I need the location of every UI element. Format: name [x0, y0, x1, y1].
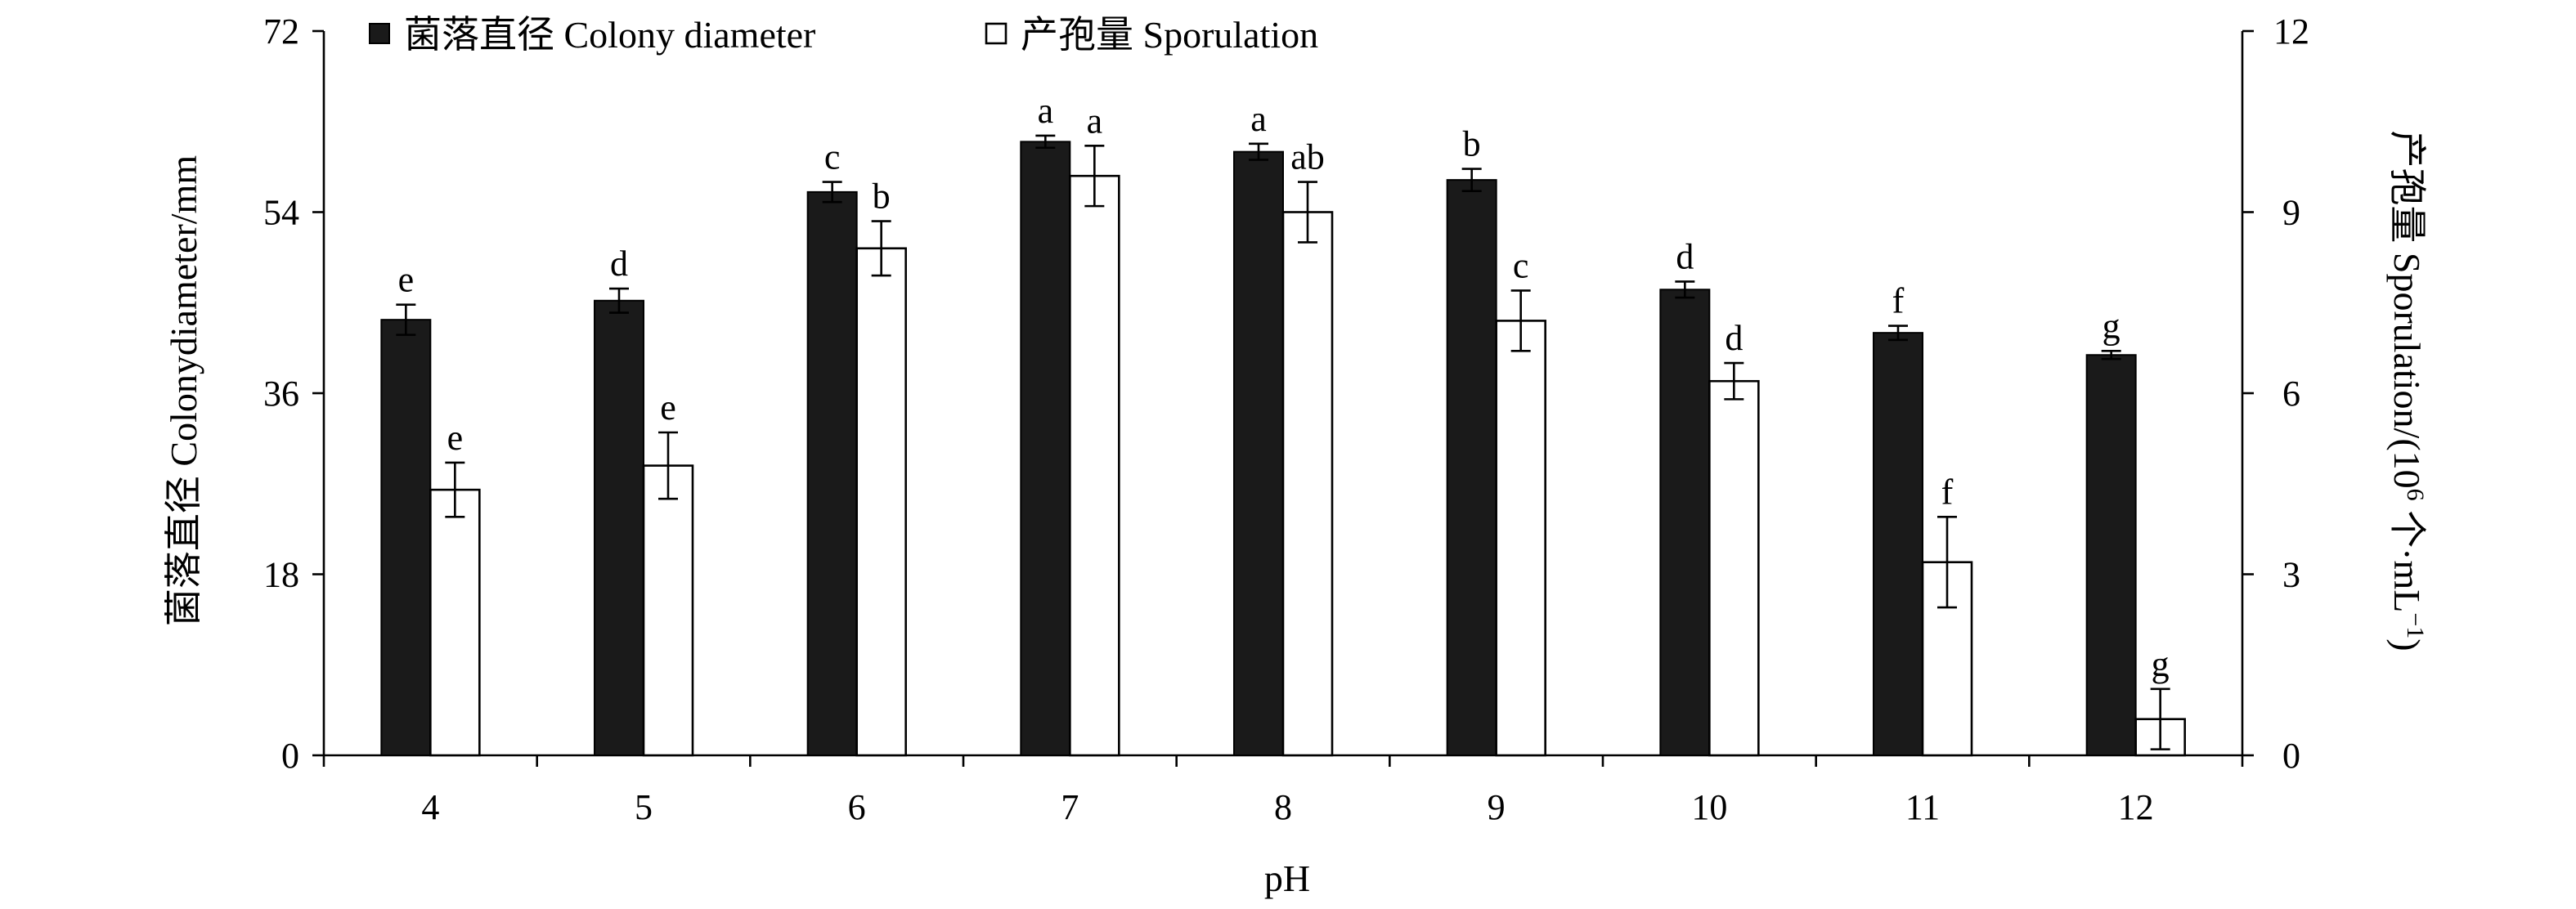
sig-label-colony-diameter: d — [1676, 236, 1694, 276]
sig-label-sporulation: d — [1725, 318, 1743, 358]
x-tick-label: 5 — [635, 787, 653, 827]
sig-label-colony-diameter: c — [824, 137, 841, 177]
y-right-tick-label: 12 — [2273, 11, 2309, 51]
y-axis-right-title-main: 产孢量 Sporulation/(10 — [2386, 130, 2428, 488]
bar-colony-diameter — [1233, 150, 1284, 756]
y-axis-right-title: 产孢量 Sporulation/(106 个·mL−1) — [2386, 130, 2430, 651]
sig-label-sporulation: e — [660, 387, 676, 428]
x-tick-label: 11 — [1905, 787, 1940, 827]
bar-sporulation — [1069, 174, 1120, 757]
bar-sporulation — [429, 488, 481, 757]
bar-sporulation — [642, 464, 694, 757]
sig-label-colony-diameter: e — [398, 260, 415, 300]
x-tick-label: 7 — [1061, 787, 1079, 827]
y-axis-right-title-unit-sup: −1 — [2403, 612, 2430, 638]
sig-label-sporulation: f — [1941, 472, 1954, 512]
legend-swatch-colony-diameter — [369, 23, 390, 44]
y-right-tick-label: 9 — [2282, 193, 2300, 233]
bar-colony-diameter — [1873, 332, 1923, 756]
bar-sporulation — [1708, 379, 1760, 757]
y-right-tick-label: 0 — [2282, 736, 2300, 776]
x-tick-label: 10 — [1691, 787, 1727, 827]
bar-colony-diameter — [1659, 289, 1711, 756]
sig-label-colony-diameter: a — [1038, 91, 1054, 131]
x-tick-label: 4 — [421, 787, 439, 827]
y-axis-left-title: 菌落直径 Colonydiameter/mm — [163, 155, 204, 626]
y-axis-right-title-unit: 个·mL — [2386, 501, 2428, 613]
x-tick-label: 9 — [1488, 787, 1506, 827]
sig-label-colony-diameter: b — [1463, 124, 1481, 164]
sig-label-sporulation: b — [873, 177, 891, 217]
bar-sporulation — [1281, 211, 1334, 757]
bar-colony-diameter — [1446, 179, 1497, 757]
sig-label-sporulation: g — [2152, 644, 2170, 684]
bar-colony-diameter — [380, 319, 432, 756]
bar-colony-diameter — [594, 299, 644, 756]
x-tick-label: 12 — [2118, 787, 2154, 827]
x-axis-title: pH — [1264, 858, 1310, 899]
y-left-tick-label: 0 — [281, 736, 299, 776]
y-right-tick-label: 3 — [2282, 555, 2300, 595]
y-axis-right-title-sup: 6 — [2403, 489, 2430, 501]
bar-sporulation — [1495, 320, 1546, 757]
bar-colony-diameter — [2085, 354, 2137, 756]
x-tick-label: 6 — [848, 787, 866, 827]
y-left-tick-label: 36 — [263, 374, 299, 414]
bar-sporulation — [855, 247, 907, 757]
legend: 菌落直径 Colony diameter 产孢量 Sporulation — [369, 14, 1318, 56]
y-axis-right-title-close: ) — [2386, 638, 2428, 651]
bar-colony-diameter — [806, 190, 858, 756]
sig-label-sporulation: ab — [1290, 137, 1325, 177]
sig-label-sporulation: c — [1513, 245, 1529, 285]
sig-label-colony-diameter: g — [2103, 306, 2120, 346]
sig-label-colony-diameter: d — [610, 244, 628, 284]
bar-colony-diameter — [1020, 141, 1071, 757]
y-left-tick-label: 72 — [263, 11, 299, 51]
sig-label-sporulation: a — [1087, 101, 1103, 141]
y-left-tick-label: 18 — [263, 555, 299, 595]
legend-label-colony-diameter: 菌落直径 Colony diameter — [404, 14, 815, 56]
x-tick-label: 8 — [1274, 787, 1292, 827]
y-left-tick-label: 54 — [263, 193, 299, 233]
sig-label-colony-diameter: a — [1250, 99, 1267, 139]
legend-label-sporulation: 产孢量 Sporulation — [1021, 14, 1318, 56]
y-right-tick-label: 6 — [2282, 374, 2300, 414]
sig-label-sporulation: e — [447, 418, 464, 458]
legend-swatch-sporulation — [985, 22, 1008, 45]
sig-label-colony-diameter: f — [1892, 281, 1905, 321]
